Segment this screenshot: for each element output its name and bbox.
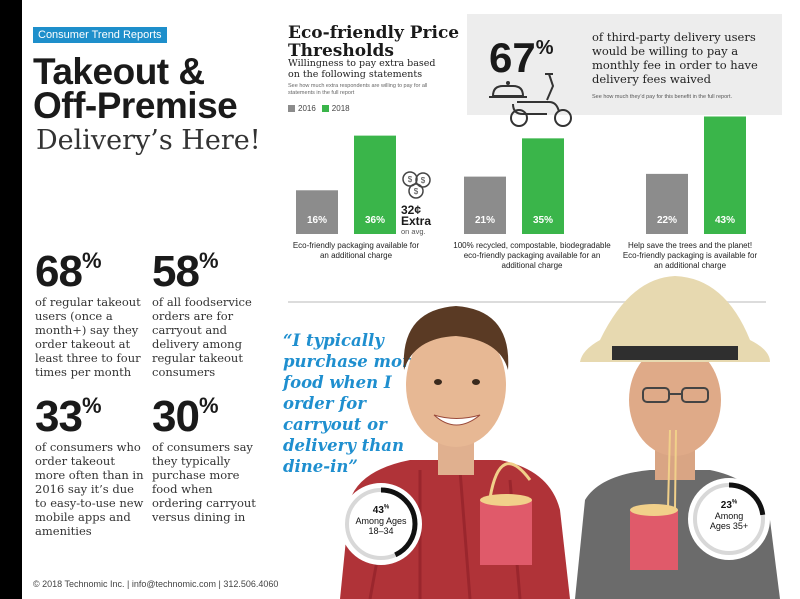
bar-2016-1 [464,176,506,234]
price-badge: $ $ $ 32¢ Extra on avg. [401,170,433,236]
age-ring-label: 43% Among Ages 18–34 [355,505,407,537]
stat-text: of regular takeout users (once a month+)… [35,295,141,379]
bar-2018-2 [704,116,746,234]
stat-card: 68% of regular takeout users (once a mon… [35,240,145,379]
headline: Takeout & Off-Premise [33,51,238,126]
age-ring-18-34: 43% Among Ages 18–34 [340,483,422,565]
bar-2018-1 [522,138,564,234]
legend-item-2018: 2018 [321,104,350,113]
price-label: Extra [401,214,432,228]
stat-value: 30% [152,392,218,441]
stat-card: 33% of consumers who order takeout more … [35,385,145,538]
chart-title-line-2: Thresholds [288,41,394,61]
category-label: 100% recycled, compostable, biodegradabl… [453,241,611,270]
delivery-fee-text: of third-party delivery users would be w… [592,30,758,86]
delivery-fee-callout: 67% of third-party delivery users would … [467,14,782,127]
stat-text: of all foodservice orders are for carryo… [152,295,252,379]
bar-value-label: 43% [715,215,735,226]
bar-2016-2 [646,173,688,234]
bar-value-label: 21% [475,215,495,226]
chart-note: See how much extra respondents are willi… [288,83,428,96]
stat-card: 58% of all foodservice orders are for ca… [152,240,262,379]
chart-subtitle: Willingness to pay extra based on the fo… [288,58,436,80]
chart-title: Eco-friendly Price Thresholds [288,24,459,60]
page-edge [0,0,22,599]
delivery-fee-note: See how much they’d pay for this benefit… [592,94,733,100]
subhead: Delivery’s Here! [36,125,261,156]
price-sub: on avg. [401,227,426,236]
category-label: Eco-friendly packaging available for an … [292,241,420,260]
bar-value-label: 22% [657,215,677,226]
stat-text: of consumers who order takeout more ofte… [35,440,144,538]
ring-fill [692,482,766,556]
delivery-fee-value: 67% [489,34,554,81]
section-divider [288,301,766,303]
svg-text:$: $ [421,176,426,185]
ring-fill [344,487,418,561]
bar-value-label: 36% [365,215,385,226]
progress-ring [692,482,766,556]
bar-value-label: 16% [307,215,327,226]
stat-value: 68% [35,247,101,296]
svg-text:$: $ [408,175,413,184]
legend-item-2016: 2016 [288,104,316,113]
price-value: 32¢ [401,203,422,217]
headline-line-2: Off-Premise [33,85,238,126]
stat-card: 30% of consumers say they typically purc… [152,385,262,524]
legend-swatch [288,105,295,112]
age-ring-35-plus: 23% Among Ages 35+ [688,478,770,560]
bar-value-label: 35% [533,215,553,226]
chart-legend: 2016 2018 [288,104,350,113]
bar-2016-0 [296,190,338,234]
bar-chart: 16% 21% 22% 36% 35% 43% [296,116,746,234]
coins-icon: $ $ $ [402,171,431,199]
legend-swatch [321,105,329,112]
stat-text: of consumers say they typically purchase… [152,440,256,524]
delivery-scooter-icon [489,73,572,127]
stat-value: 58% [152,247,218,296]
report-tag: Consumer Trend Reports [33,27,167,43]
age-ring-label: 23% Among Ages 35+ [709,500,749,532]
category-label: Help save the trees and the planet! Eco-… [622,241,758,270]
stat-value: 33% [35,392,101,441]
svg-text:$: $ [414,187,419,196]
bar-2018-0 [354,135,396,234]
pull-quote: “I typically purchase more food when I o… [283,331,422,476]
progress-ring [344,487,418,561]
footer: © 2018 Technomic Inc. | info@technomic.c… [33,579,279,589]
headline-line-1: Takeout & [33,51,205,92]
chart-title-line-1: Eco-friendly Price [288,23,460,43]
